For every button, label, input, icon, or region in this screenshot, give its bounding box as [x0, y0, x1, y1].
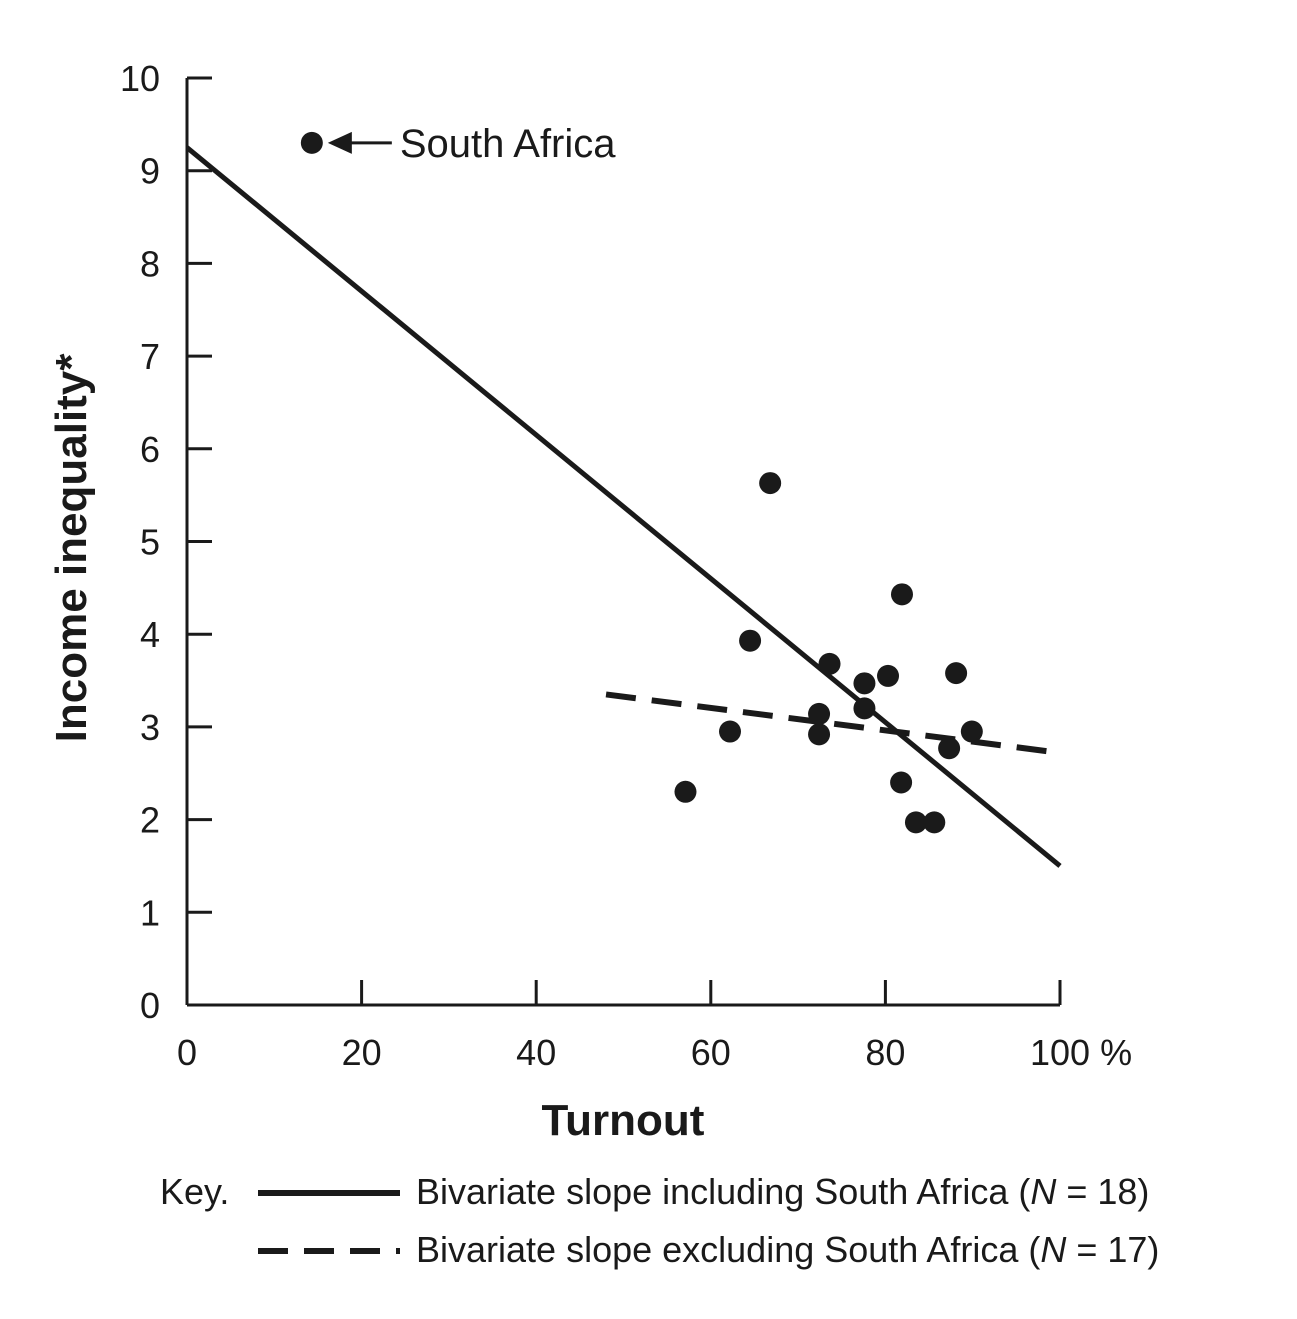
- data-point: [890, 771, 913, 794]
- data-point: [945, 662, 968, 685]
- legend-title: Key.: [160, 1171, 229, 1212]
- regression-lines: [185, 145, 1062, 868]
- y-tick-label: 4: [140, 614, 160, 655]
- y-tick-label: 8: [140, 243, 160, 284]
- axes: 0 1 2 3 4 5 6 7 8 9 10 0 20 40 60 80 100 %: [120, 58, 1132, 1073]
- x-tick-label: 40: [516, 1032, 556, 1073]
- data-point: [877, 664, 900, 687]
- data-point: [960, 720, 983, 743]
- data-point: [808, 723, 831, 746]
- legend: Key. Bivariate slope including South Afr…: [160, 1171, 1159, 1270]
- y-tick-label: 1: [140, 892, 160, 933]
- y-tick-label: 2: [140, 800, 160, 841]
- data-point: [923, 811, 946, 834]
- slope-line-excluding: [605, 691, 1061, 756]
- data-point: [719, 720, 742, 743]
- legend-label-excluding: Bivariate slope excluding South Africa (…: [416, 1229, 1159, 1270]
- data-point: [853, 697, 876, 720]
- data-points: [300, 131, 983, 834]
- data-point: [739, 629, 762, 652]
- arrow-head-icon: [327, 131, 352, 154]
- y-tick-label: 10: [120, 58, 160, 99]
- x-axis-title: Turnout: [542, 1096, 705, 1145]
- y-tick-label: 5: [140, 522, 160, 563]
- slope-line-including: [185, 145, 1062, 868]
- y-tick-label: 6: [140, 429, 160, 470]
- x-tick-label: 80: [865, 1032, 905, 1073]
- data-point: [300, 131, 323, 154]
- data-point: [890, 583, 913, 606]
- y-tick-label: 7: [140, 336, 160, 377]
- y-tick-label: 3: [140, 707, 160, 748]
- y-axis-title: Income inequality*: [47, 353, 96, 743]
- y-tick-label: 0: [140, 985, 160, 1026]
- y-tick-label: 9: [140, 151, 160, 192]
- data-point: [853, 672, 876, 695]
- annotation: South Africa: [327, 122, 616, 166]
- x-tick-label: 100 %: [1030, 1032, 1132, 1073]
- x-tick-label: 60: [691, 1032, 731, 1073]
- data-point: [674, 780, 697, 803]
- x-tick-label: 20: [342, 1032, 382, 1073]
- data-point: [938, 737, 961, 760]
- data-point: [818, 652, 841, 675]
- data-point: [759, 472, 782, 495]
- data-point: [904, 811, 927, 834]
- annotation-label: South Africa: [400, 122, 616, 166]
- data-point: [808, 702, 831, 725]
- legend-label-including: Bivariate slope including South Africa (…: [416, 1171, 1149, 1212]
- x-tick-label: 0: [177, 1032, 197, 1073]
